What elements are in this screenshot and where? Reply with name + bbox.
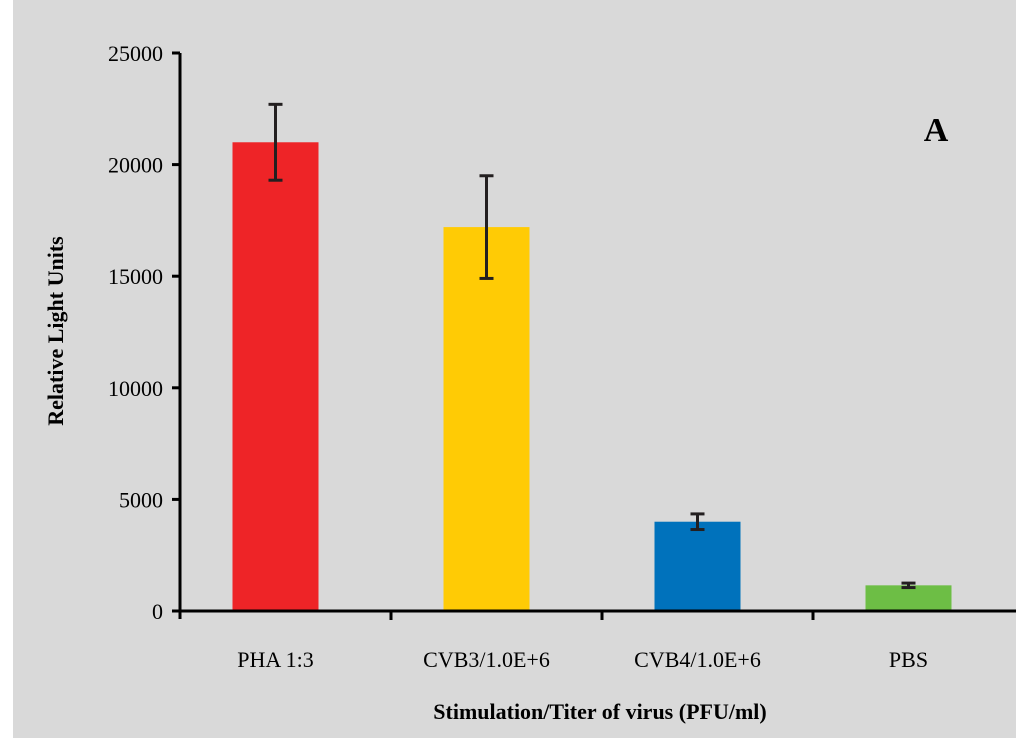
y-tick-label: 20000 — [108, 153, 163, 178]
bars-layer — [232, 142, 952, 610]
panel-label: A — [924, 112, 949, 149]
x-category-label: PHA 1:3 — [237, 647, 313, 672]
bar — [865, 585, 952, 610]
bar — [232, 142, 319, 610]
error-bars-layer — [268, 102, 916, 590]
y-tick-label: 5000 — [119, 487, 163, 512]
y-tick-label: 10000 — [108, 376, 163, 401]
x-category-label: CVB3/1.0E+6 — [423, 647, 550, 672]
labels-layer: 0 5000 10000 15000 20000 25000 PHA 1:3 CVB3/1.0… — [108, 41, 928, 672]
bar — [654, 521, 741, 610]
y-tick-label: 25000 — [108, 41, 163, 66]
bar — [443, 227, 530, 610]
y-tick-label: 15000 — [108, 264, 163, 289]
axes-layer — [172, 51, 1016, 620]
x-category-label: PBS — [889, 647, 928, 672]
y-axis-title: Relative Light Units — [43, 236, 68, 426]
x-category-label: CVB4/1.0E+6 — [634, 647, 761, 672]
y-tick-label: 0 — [152, 599, 163, 624]
x-axis-title: Stimulation/Titer of virus (PFU/ml) — [433, 699, 766, 724]
